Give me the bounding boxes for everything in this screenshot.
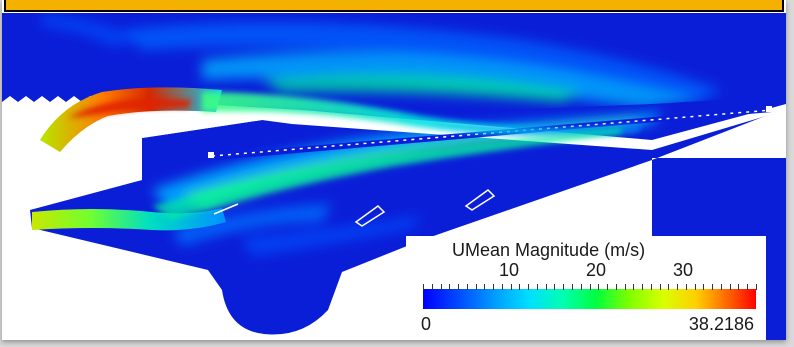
colorbar-tick-mark [563,284,565,290]
upper-swirl [42,14,722,108]
colorbar-tick-mark [501,284,503,290]
colorbar-legend: UMean Magnitude (m/s) 10 20 30 0 38.2186 [406,236,766,340]
colorbar-tick-mark [493,284,495,290]
guide-vanes [213,189,496,227]
colorbar-tick-mark [738,284,740,290]
tick-label-30: 30 [672,260,694,280]
colorbar-tick-mark [554,284,556,290]
colorbar-tick-mark [756,284,757,290]
colorbar-tick-mark [677,284,679,290]
colorbar-tick-mark [668,284,670,290]
colorbar-tick-mark [510,284,512,290]
colorbar-tick-mark [712,284,714,290]
title-strip [2,0,786,13]
colorbar-tick-mark [440,284,442,290]
tick-label-20: 20 [585,260,607,280]
colorbar-tick-mark [423,284,424,290]
colorbar-tick-mark [729,284,731,290]
colorbar-tick-mark [458,284,460,290]
colorbar-tick-mark [571,284,573,290]
colorbar-min-label: 0 [421,314,432,334]
upper-jet-core [68,98,192,118]
colorbar-tick-mark [528,284,530,290]
colorbar-tick-mark [642,284,644,290]
separator-gap [2,102,786,210]
colorbar-tick-mark [431,284,433,290]
colorbar-tick-mark [650,284,652,290]
colorbar-tick-mark [475,284,477,290]
colorbar-max-label: 38.2186 [688,314,754,334]
colorbar-tick-mark [545,284,547,290]
colorbar-tick-mark [703,284,705,290]
colorbar-tick-mark [694,284,696,290]
colorbar [423,289,756,309]
colorbar-tick-mark [484,284,486,290]
colorbar-tick-mark [598,284,600,290]
legend-title: UMean Magnitude (m/s) [452,240,646,260]
colorbar-tick-mark [747,284,749,290]
colorbar-tick-mark [685,284,687,290]
colorbar-tick-mark [720,284,722,290]
colorbar-tick-mark [580,284,582,290]
colorbar-tick-mark [519,284,521,290]
right-white-gap [652,108,786,160]
colorbar-tick-mark [466,284,468,290]
tick-label-10: 10 [498,260,520,280]
cfd-contour-plot [2,0,786,340]
colorbar-tick-mark [615,284,617,290]
colorbar-tick-mark [589,284,591,290]
upper-jet-plume [202,92,642,136]
colorbar-tick-mark [607,284,609,290]
colorbar-tick-mark [624,284,626,290]
colorbar-tick-mark [536,284,538,290]
lower-jet-plume [152,128,622,220]
colorbar-tick-mark [659,284,661,290]
colorbar-tick-mark [449,284,451,290]
title-bar [4,0,784,12]
velocity-field-render [2,0,786,340]
colorbar-tick-mark [633,284,635,290]
